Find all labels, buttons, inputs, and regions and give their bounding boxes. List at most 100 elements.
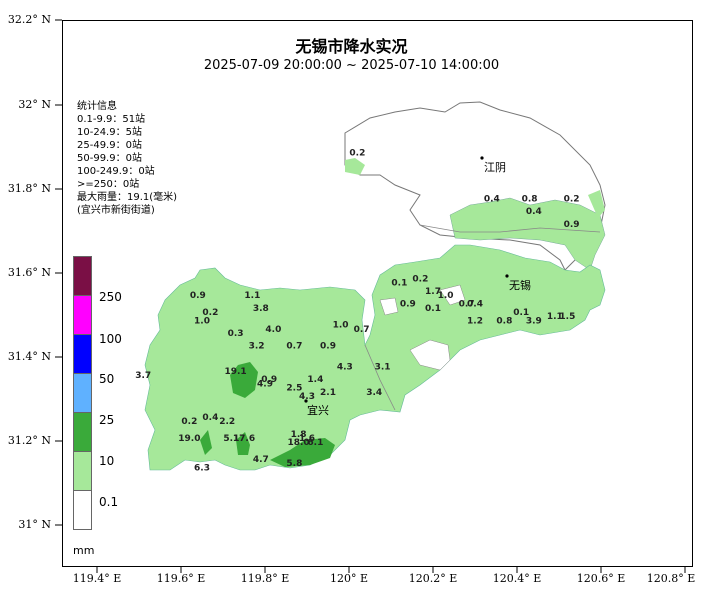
county-boundary-north — [419, 224, 601, 233]
lat-label: 32.2° N — [7, 13, 51, 26]
stats-line: 最大雨量：19.1(毫米) — [77, 192, 178, 203]
station-value: 0.9 — [190, 291, 206, 301]
lon-ticks — [96, 567, 686, 573]
stats-heading: 统计信息 — [77, 101, 117, 112]
lon-label: 120.2° E — [408, 572, 458, 585]
legend-swatch — [73, 295, 92, 335]
lon-label: 119.4° E — [72, 572, 122, 585]
hole-2 — [379, 297, 399, 316]
stats-line: 100-249.9：0站 — [77, 166, 155, 177]
station-value: 0.2 — [349, 148, 365, 158]
station-value: 0.3 — [228, 329, 244, 339]
station-value: 17.6 — [233, 434, 255, 444]
legend-label: 50 — [99, 372, 115, 386]
station-value: 1.0 — [194, 316, 210, 326]
station-value: 3.9 — [526, 316, 542, 326]
legend-swatch — [73, 373, 92, 413]
station-layer: 0.20.4 0.8 0.20.40.90.1 0.21.71.00.70.40.9 0… — [135, 148, 579, 473]
stats-line: 10-24.9：5站 — [77, 127, 142, 138]
lon-label: 120.4° E — [492, 572, 542, 585]
legend-label: 250 — [99, 290, 122, 304]
legend-label: 100 — [99, 332, 122, 346]
station-value: 4.3 — [299, 392, 315, 402]
station-value: 4.3 — [337, 363, 353, 373]
legend-swatch — [73, 334, 92, 374]
heavy-patch-3 — [236, 432, 250, 455]
station-value: 1.5 — [559, 312, 575, 322]
station-value: 3.8 — [253, 304, 269, 314]
station-value: 2.5 — [286, 384, 302, 394]
color-legend — [73, 256, 92, 530]
map-subtitle: 2025-07-09 20:00:00 ~ 2025-07-10 14:00:0… — [203, 58, 500, 73]
lon-label: 119.6° E — [156, 572, 206, 585]
station-value: 2.1 — [320, 388, 336, 398]
station-value: 0.1 — [391, 279, 407, 289]
station-value: 1.6 — [299, 434, 315, 444]
station-value: 3.4 — [366, 388, 382, 398]
lon-label: 120.8° E — [646, 572, 696, 585]
station-value: 0.8 — [496, 316, 512, 326]
lon-label: 120° E — [329, 572, 369, 585]
city-label-jiangyin: 江阴 — [484, 161, 506, 174]
stats-line: 50-99.9：0站 — [77, 153, 142, 164]
map-title: 无锡市降水实况 — [295, 37, 408, 56]
station-value: 5.8 — [286, 459, 302, 469]
hole-3 — [439, 284, 466, 306]
county-boundary — [364, 344, 396, 411]
station-value: 0.8 — [522, 195, 538, 205]
main-rain-region — [144, 244, 606, 471]
station-value: 0.2 — [181, 417, 197, 427]
station-value: 0.7 — [459, 300, 475, 310]
stats-line: (宜兴市新街街道) — [77, 205, 155, 216]
station-value: 5.1 — [223, 434, 239, 444]
station-value: 0.9 — [400, 300, 416, 310]
statistics-panel: 统计信息 0.1-9.9：51站 10-24.9：5站 25-49.9：0站 5… — [77, 100, 177, 217]
legend-label: 0.1 — [99, 495, 119, 509]
hole-1 — [409, 339, 451, 371]
station-value: 1.7 — [425, 287, 441, 297]
station-value: 0.4 — [526, 207, 542, 217]
station-value: 0.2 — [412, 274, 428, 284]
wuxi-marker — [505, 274, 509, 278]
station-value: 0.9 — [261, 375, 277, 385]
station-value: 19.0 — [178, 434, 200, 444]
station-value: 0.2 — [202, 308, 218, 318]
lon-label: 119.8° E — [240, 572, 290, 585]
lat-ticks — [55, 19, 62, 526]
station-value: 3.1 — [375, 363, 391, 373]
lon-label: 120.6° E — [576, 572, 626, 585]
station-value: 6.1 — [307, 438, 323, 448]
station-value: 0.4 — [484, 195, 500, 205]
station-value: 4.9 — [257, 379, 273, 389]
northeast-green-patch — [588, 190, 605, 218]
legend-swatch — [73, 451, 92, 491]
station-value: 6.3 — [194, 463, 210, 473]
station-value: 4.7 — [253, 455, 269, 465]
lat-label: 31.2° N — [7, 434, 51, 447]
station-value: 19.1 — [224, 367, 246, 377]
station-value: 0.4 — [467, 300, 483, 310]
station-value: 1.1 — [547, 312, 563, 322]
lat-label: 32° N — [18, 98, 51, 111]
station-value: 0.4 — [202, 413, 218, 423]
station-value: 0.1 — [513, 308, 529, 318]
lat-label: 31.6° N — [7, 266, 51, 279]
legend-label: 10 — [99, 454, 115, 468]
city-label-yixing: 宜兴 — [307, 403, 329, 417]
legend-swatch — [73, 412, 92, 452]
station-value: 0.7 — [286, 342, 302, 352]
station-value: 4.0 — [265, 325, 281, 335]
station-value: 1.0 — [333, 321, 349, 331]
legend-swatch — [73, 490, 92, 530]
heavy-patch-4 — [270, 438, 335, 467]
station-value: 0.9 — [320, 342, 336, 352]
station-value: 1.2 — [467, 316, 483, 326]
stats-line: >=250：0站 — [77, 179, 140, 190]
jiangyin-marker — [480, 156, 484, 160]
legend-label: 25 — [99, 413, 115, 427]
heavy-patch-1 — [230, 362, 258, 398]
station-value: 0.1 — [425, 304, 441, 314]
station-value: 1.4 — [307, 375, 323, 385]
north-green-patch — [449, 197, 606, 271]
